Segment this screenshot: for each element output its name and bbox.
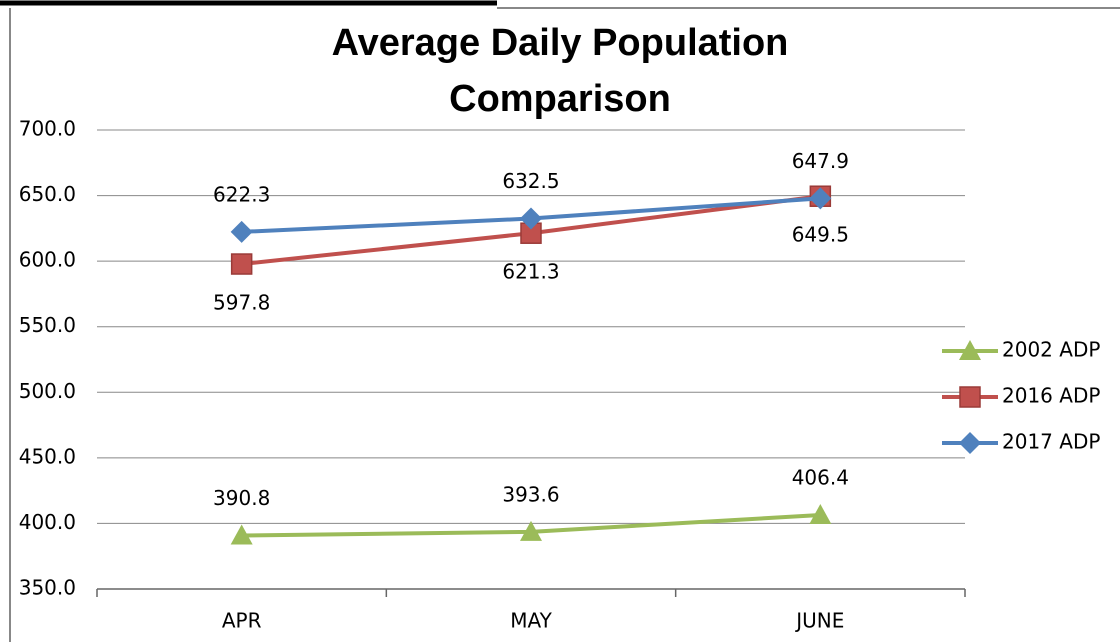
data-label: 622.3 <box>213 182 270 206</box>
data-label: 632.5 <box>502 169 559 193</box>
marker <box>809 187 832 210</box>
x-tick-label: MAY <box>510 609 552 633</box>
data-label: 393.6 <box>502 482 559 506</box>
y-tick-label: 500.0 <box>19 379 76 403</box>
x-tick-label: JUNE <box>794 609 844 633</box>
y-tick-label: 600.0 <box>19 248 76 272</box>
data-label: 390.8 <box>213 486 270 510</box>
data-label: 621.3 <box>502 260 559 284</box>
y-tick-label: 350.0 <box>19 576 76 600</box>
legend-marker <box>959 386 981 408</box>
legend-label: 2017 ADP <box>1002 430 1100 454</box>
marker <box>230 220 253 243</box>
y-tick-label: 550.0 <box>19 313 76 337</box>
y-tick-label: 700.0 <box>19 117 76 141</box>
legend-label: 2002 ADP <box>1002 338 1100 362</box>
y-tick-label: 450.0 <box>19 444 76 468</box>
data-label: 406.4 <box>792 466 849 490</box>
x-tick-label: APR <box>222 609 262 633</box>
marker <box>809 504 832 525</box>
marker <box>230 253 253 275</box>
legend-label: 2016 ADP <box>1002 384 1100 408</box>
y-tick-label: 650.0 <box>19 182 76 206</box>
legend-marker <box>959 432 981 454</box>
chart-title: Average Daily Population Comparison <box>332 22 789 120</box>
data-label: 647.9 <box>792 149 849 173</box>
marker <box>230 524 253 545</box>
data-label: 597.8 <box>213 291 270 315</box>
marker <box>520 207 542 230</box>
legend-marker <box>959 340 981 360</box>
data-label: 649.5 <box>792 223 849 247</box>
y-tick-label: 400.0 <box>19 510 76 534</box>
marker <box>520 520 542 541</box>
